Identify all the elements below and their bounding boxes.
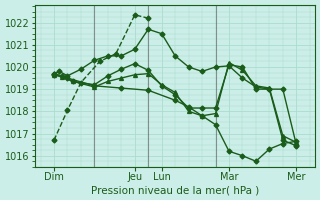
X-axis label: Pression niveau de la mer( hPa ): Pression niveau de la mer( hPa ) [91, 185, 259, 195]
